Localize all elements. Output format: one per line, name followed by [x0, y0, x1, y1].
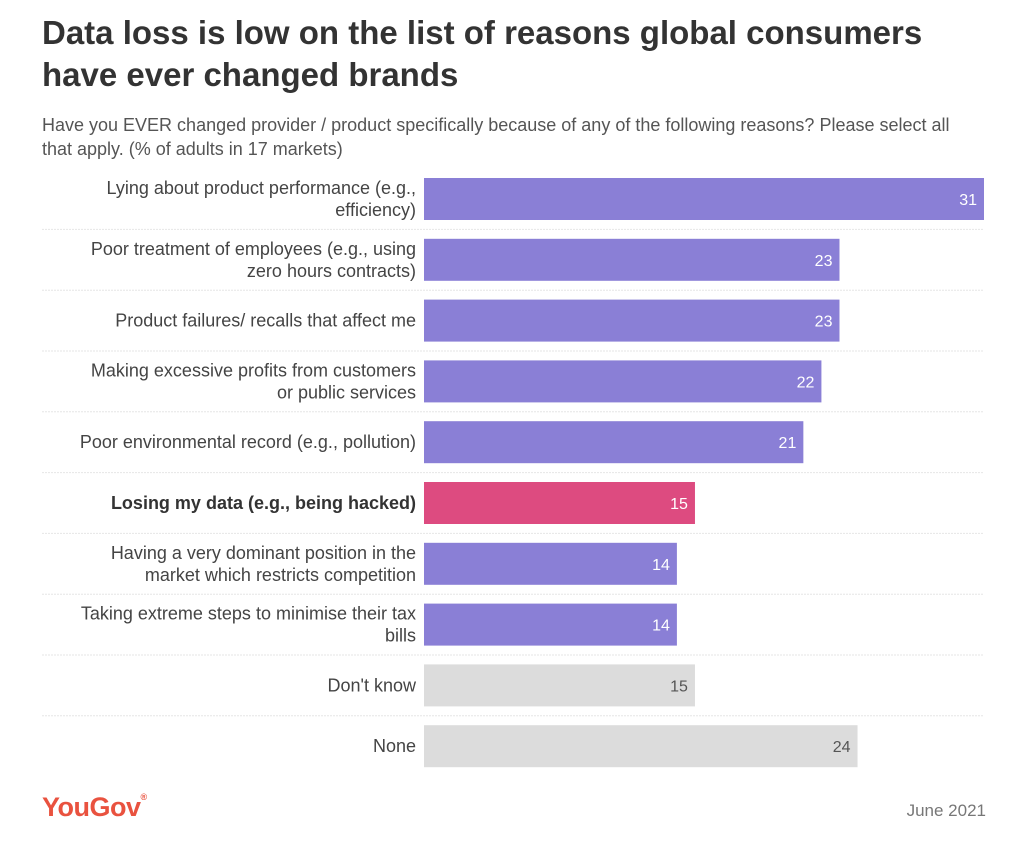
- category-label-line: Poor environmental record (e.g., polluti…: [80, 432, 416, 452]
- bar-chart: 31 Lying about product performance (e.g.,…: [42, 178, 984, 768]
- bar-2: [424, 299, 840, 342]
- bar-3: [424, 360, 822, 403]
- value-label-6: 14: [652, 557, 670, 574]
- category-label-line: Taking extreme steps to minimise their t…: [81, 604, 416, 624]
- bar-4: [424, 421, 804, 464]
- category-label-0: Lying about product performance (e.g., ef…: [106, 178, 416, 220]
- value-label-8: 15: [670, 678, 688, 695]
- logo-trademark-icon: ®: [140, 792, 148, 802]
- category-label-5: Losing my data (e.g., being hacked): [111, 493, 416, 513]
- category-label-7: Taking extreme steps to minimise their t…: [81, 604, 416, 646]
- bar-8: [424, 664, 695, 707]
- category-label-line: Having a very dominant position in the: [111, 543, 416, 563]
- category-label-line: or public services: [277, 382, 416, 402]
- category-label-3: Making excessive profits from customers o…: [91, 360, 416, 402]
- bar-5: [424, 482, 695, 524]
- footer-date: June 2021: [906, 801, 986, 820]
- bar-1: [424, 238, 840, 281]
- logo-text: YouGov: [42, 792, 141, 822]
- category-label-2: Product failures/ recalls that affect me: [115, 311, 416, 331]
- category-label-line: market which restricts competition: [145, 565, 416, 585]
- category-label-1: Poor treatment of employees (e.g., using…: [91, 239, 416, 281]
- category-label-line: bills: [385, 626, 416, 646]
- category-label-8: Don't know: [328, 675, 417, 695]
- category-label-line: Poor treatment of employees (e.g., using: [91, 239, 416, 259]
- category-label-line: None: [373, 736, 416, 756]
- bar-7: [424, 603, 677, 646]
- chart-title: Data loss is low on the list of reasons …: [42, 14, 923, 93]
- yougov-logo: YouGov®: [42, 792, 147, 823]
- bar-9: [424, 725, 858, 768]
- category-label-line: Losing my data (e.g., being hacked): [111, 493, 416, 513]
- chart-subtitle: Have you EVER changed provider / product…: [42, 115, 950, 159]
- value-label-1: 23: [815, 253, 833, 270]
- value-label-3: 22: [797, 374, 815, 391]
- category-label-line: Lying about product performance (e.g.,: [106, 178, 416, 198]
- category-label-line: efficiency): [335, 200, 416, 220]
- value-label-9: 24: [833, 739, 851, 756]
- bar-6: [424, 542, 677, 585]
- value-label-2: 23: [815, 314, 833, 331]
- category-label-line: Don't know: [328, 675, 417, 695]
- category-label-9: None: [373, 736, 416, 756]
- value-label-5: 15: [670, 496, 688, 513]
- category-label-line: zero hours contracts): [247, 261, 416, 281]
- value-label-4: 21: [779, 435, 797, 452]
- category-label-line: Product failures/ recalls that affect me: [115, 311, 416, 331]
- bar-0: [424, 178, 984, 220]
- category-label-line: Making excessive profits from customers: [91, 360, 416, 380]
- category-label-4: Poor environmental record (e.g., polluti…: [80, 432, 416, 452]
- category-label-6: Having a very dominant position in the ma…: [111, 543, 416, 585]
- value-label-0: 31: [959, 192, 977, 209]
- value-label-7: 14: [652, 618, 670, 635]
